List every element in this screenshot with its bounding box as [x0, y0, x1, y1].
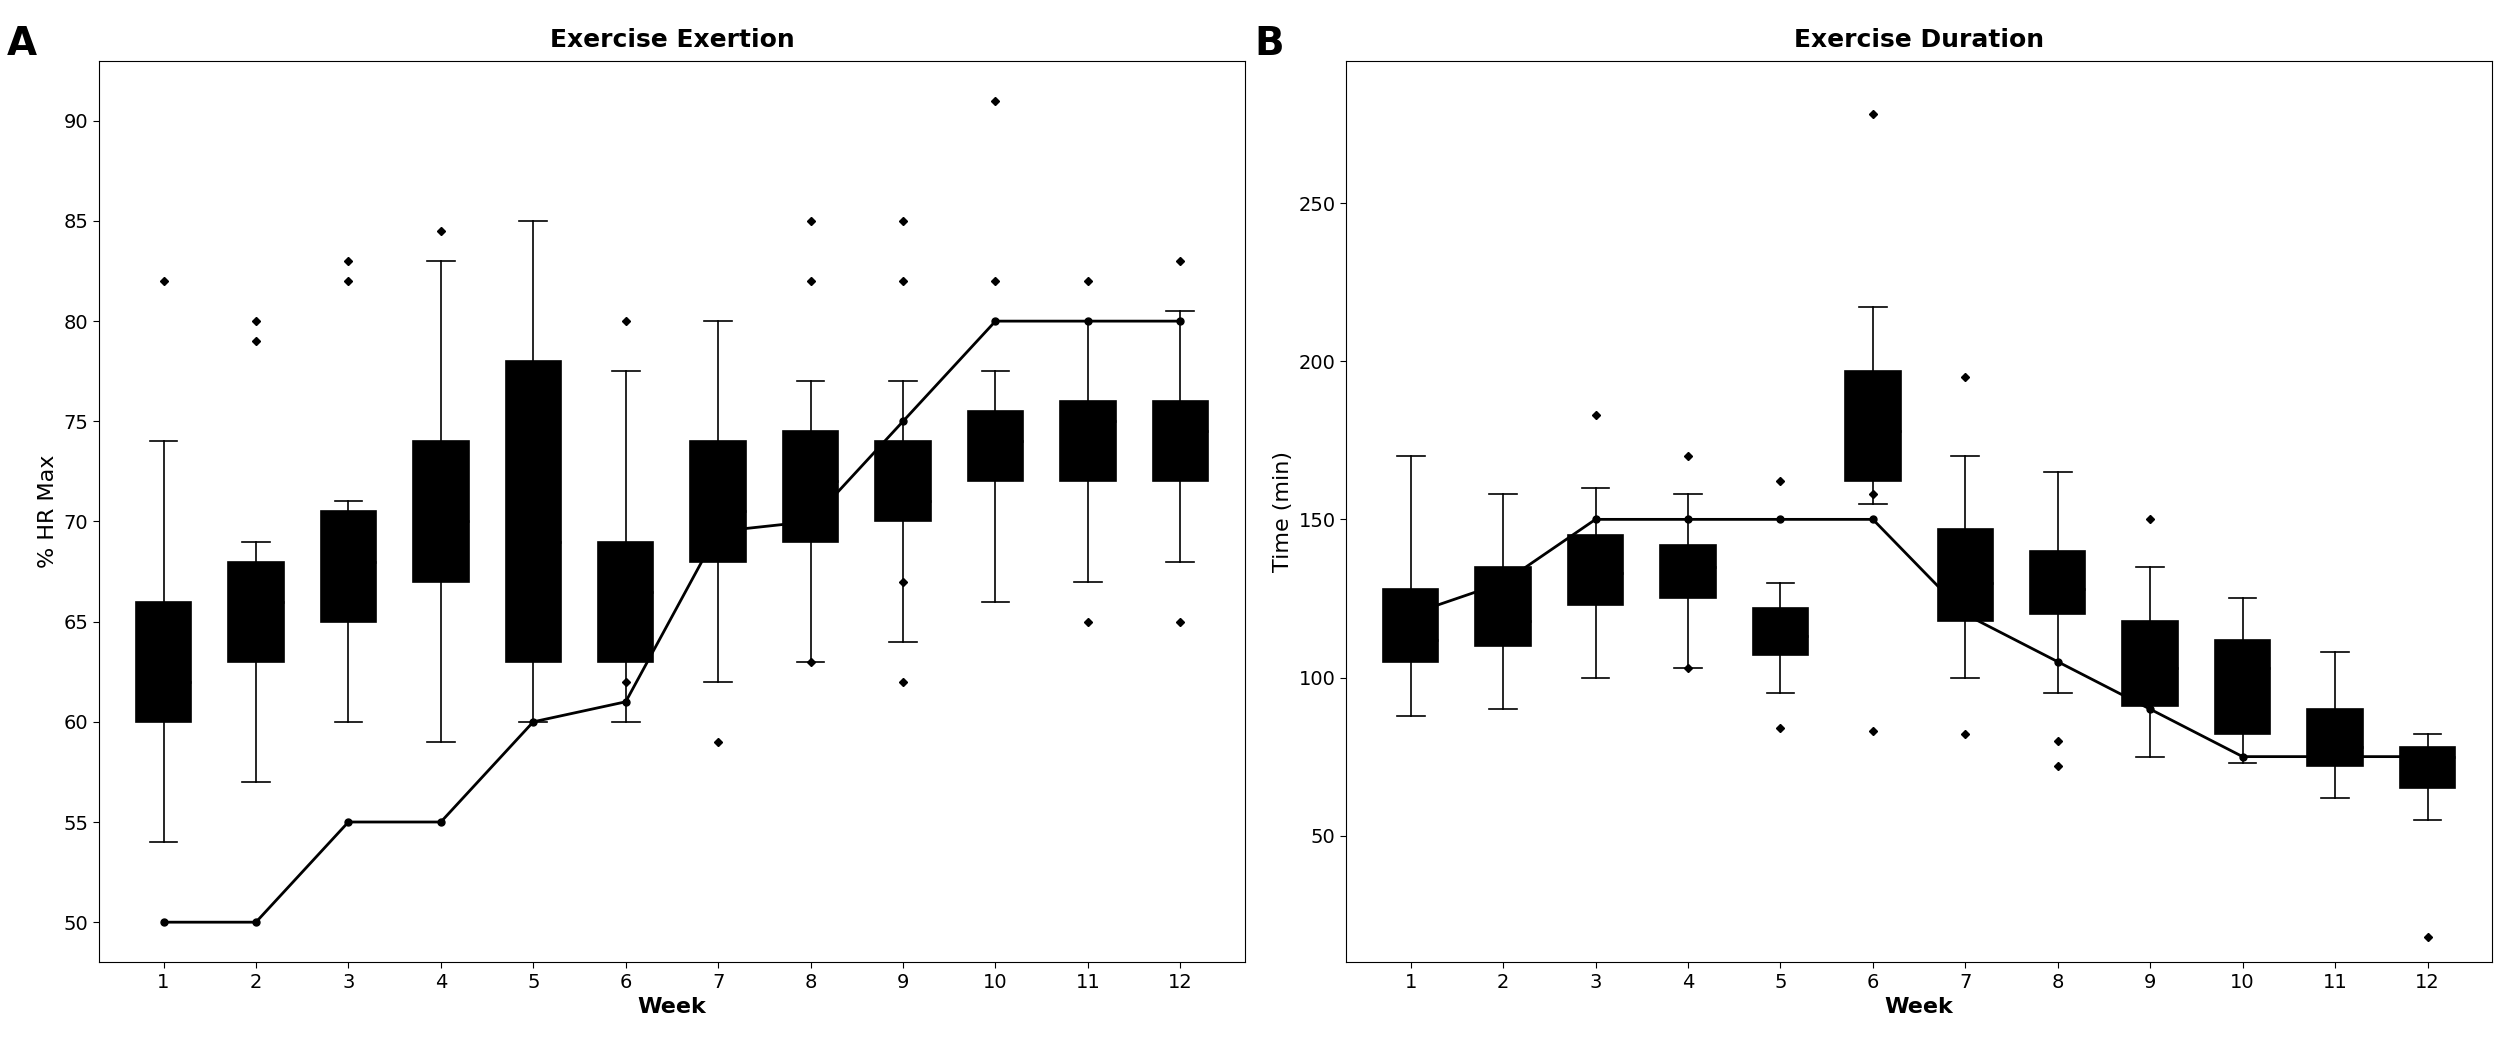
PathPatch shape [1845, 371, 1900, 482]
PathPatch shape [597, 541, 653, 661]
X-axis label: Week: Week [638, 997, 706, 1017]
PathPatch shape [1661, 544, 1716, 599]
Title: Exercise Exertion: Exercise Exertion [549, 28, 794, 52]
PathPatch shape [690, 441, 746, 561]
PathPatch shape [2308, 710, 2364, 766]
PathPatch shape [1567, 535, 1623, 605]
PathPatch shape [1474, 566, 1530, 646]
PathPatch shape [874, 441, 930, 521]
Y-axis label: Time (min): Time (min) [1273, 451, 1293, 572]
PathPatch shape [229, 561, 285, 661]
Y-axis label: % HR Max: % HR Max [38, 455, 58, 568]
PathPatch shape [136, 602, 192, 722]
PathPatch shape [1152, 401, 1207, 482]
PathPatch shape [413, 441, 469, 582]
PathPatch shape [2031, 551, 2087, 614]
PathPatch shape [507, 362, 562, 661]
PathPatch shape [2215, 640, 2271, 735]
PathPatch shape [968, 412, 1023, 482]
PathPatch shape [2122, 621, 2177, 706]
PathPatch shape [1383, 589, 1439, 661]
PathPatch shape [320, 511, 375, 622]
Text: A: A [8, 25, 38, 63]
PathPatch shape [1938, 529, 1993, 621]
PathPatch shape [784, 432, 839, 541]
PathPatch shape [1061, 401, 1116, 482]
X-axis label: Week: Week [1885, 997, 1953, 1017]
PathPatch shape [2399, 747, 2454, 788]
Text: B: B [1255, 25, 1283, 63]
Title: Exercise Duration: Exercise Duration [1794, 28, 2044, 52]
PathPatch shape [1754, 608, 1809, 655]
